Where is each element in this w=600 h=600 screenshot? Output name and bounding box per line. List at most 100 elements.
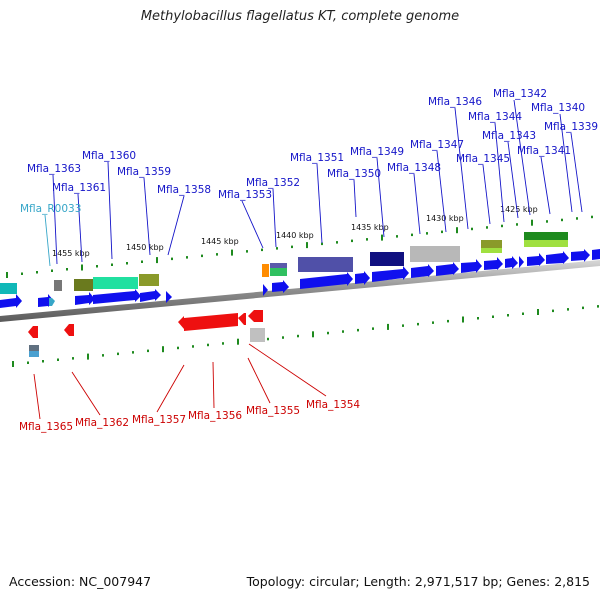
leader-line (376, 157, 385, 238)
leader-line (241, 200, 264, 249)
tick-mark (267, 337, 269, 341)
tick-mark (351, 239, 353, 243)
map-title: Methylobacillus flagellatus KT, complete… (140, 9, 460, 24)
leader-line (156, 364, 185, 413)
genome-backbone (0, 260, 600, 322)
gene-label-mfla-1349: Mfla_1349 (350, 146, 404, 158)
gene-label-mfla-1353: Mfla_1353 (218, 189, 272, 201)
tick-mark (597, 305, 599, 308)
gene-label-mfla-1365: Mfla_1365 (19, 421, 73, 433)
tick-mark (36, 271, 38, 274)
tick-mark (357, 328, 359, 332)
gene-label-mfla-1341: Mfla_1341 (517, 145, 571, 157)
label-leader-lines (33, 99, 583, 420)
tick-mark (441, 230, 443, 234)
gene-arrow (263, 284, 268, 296)
gene-arrow (75, 292, 95, 305)
tick-mark (501, 224, 503, 228)
gene-label-mfla-1362: Mfla_1362 (75, 417, 129, 429)
tick-mark (231, 249, 233, 256)
gene-label-mfla-1363: Mfla_1363 (27, 163, 81, 175)
gene-label-mfla-1343: Mfla_1343 (482, 130, 536, 142)
gene-arrow (248, 310, 263, 322)
gene-arrow (166, 291, 172, 303)
tick-mark (537, 309, 539, 315)
leader-line (77, 193, 83, 263)
tick-mark (366, 238, 368, 241)
tick-mark (261, 248, 263, 252)
feature-box (54, 280, 62, 291)
tick-mark (51, 269, 53, 272)
gene-arrow (238, 313, 246, 325)
tick-mark (507, 314, 509, 317)
gene-arrow (28, 326, 38, 338)
leader-line (44, 214, 51, 267)
tick-mark (156, 257, 158, 264)
tick-mark (177, 346, 179, 350)
reverse-gene-labels: Mfla_1354 Mfla_1355 Mfla_1357 Mfla_1356 … (19, 399, 360, 433)
gene-label-mfla-1356: Mfla_1356 (188, 410, 242, 422)
gene-arrow (64, 324, 74, 336)
tick-mark (561, 218, 563, 222)
tick-mark (201, 254, 203, 258)
gene-arrow (272, 280, 289, 293)
feature-box (524, 240, 568, 247)
gene-arrow (571, 249, 590, 262)
gene-label-mfla-1340: Mfla_1340 (531, 102, 585, 114)
leader-line (507, 141, 519, 219)
leader-line (316, 163, 323, 244)
tick-mark (6, 272, 8, 278)
leader-line (513, 99, 531, 216)
leader-line (272, 188, 277, 248)
gene-label-mfla-r0033: Mfla_R0033 (20, 203, 81, 215)
gene-label-mfla-1339: Mfla_1339 (544, 121, 598, 133)
tick-mark (186, 256, 188, 259)
tick-mark (216, 253, 218, 256)
gene-label-mfla-1357: Mfla_1357 (132, 414, 186, 426)
gene-label-mfla-1358: Mfla_1358 (157, 184, 211, 196)
tick-mark (246, 250, 248, 253)
gene-label-mfla-1350: Mfla_1350 (327, 168, 381, 180)
gene-arrow (592, 249, 600, 260)
gene-arrow (461, 259, 482, 273)
gene-label-mfla-1352: Mfla_1352 (246, 177, 300, 189)
gene-label-mfla-1359: Mfla_1359 (117, 166, 171, 178)
tick-mark (147, 349, 149, 353)
tick-mark (567, 308, 569, 311)
gene-arrow (436, 262, 459, 276)
feature-box (262, 264, 269, 277)
tick-mark (321, 242, 323, 246)
tick-mark (546, 220, 548, 223)
tick-mark (12, 361, 14, 367)
gene-label-mfla-1351: Mfla_1351 (290, 152, 344, 164)
gene-label-mfla-1347: Mfla_1347 (410, 139, 464, 151)
reverse-tick-row (12, 305, 599, 367)
tick-mark (417, 322, 419, 326)
leader-line (482, 164, 491, 225)
tick-mark (381, 234, 383, 241)
leader-line (353, 179, 357, 218)
leader-line (413, 173, 421, 235)
tick-mark (162, 346, 164, 353)
leader-line (167, 195, 185, 256)
forward-tick-row (6, 215, 593, 278)
tick-mark (192, 345, 194, 348)
tick-mark (222, 342, 224, 345)
tick-mark (552, 309, 554, 313)
gene-label-mfla-1346: Mfla_1346 (428, 96, 482, 108)
reverse-gene-track (28, 310, 263, 338)
gene-label-mfla-1344: Mfla_1344 (468, 111, 522, 123)
gene-label-mfla-1355: Mfla_1355 (246, 405, 300, 417)
tick-mark (462, 316, 464, 323)
tick-mark (576, 217, 578, 220)
leader-line (559, 113, 573, 213)
gene-label-mfla-1361: Mfla_1361 (52, 182, 106, 194)
tick-mark (81, 264, 83, 271)
gene-arrow (178, 313, 238, 331)
tick-mark (327, 331, 329, 335)
feature-box (93, 277, 138, 289)
tick-mark (402, 324, 404, 327)
gene-arrow (93, 289, 141, 304)
gene-arrow (372, 266, 409, 282)
tick-mark (66, 268, 68, 271)
